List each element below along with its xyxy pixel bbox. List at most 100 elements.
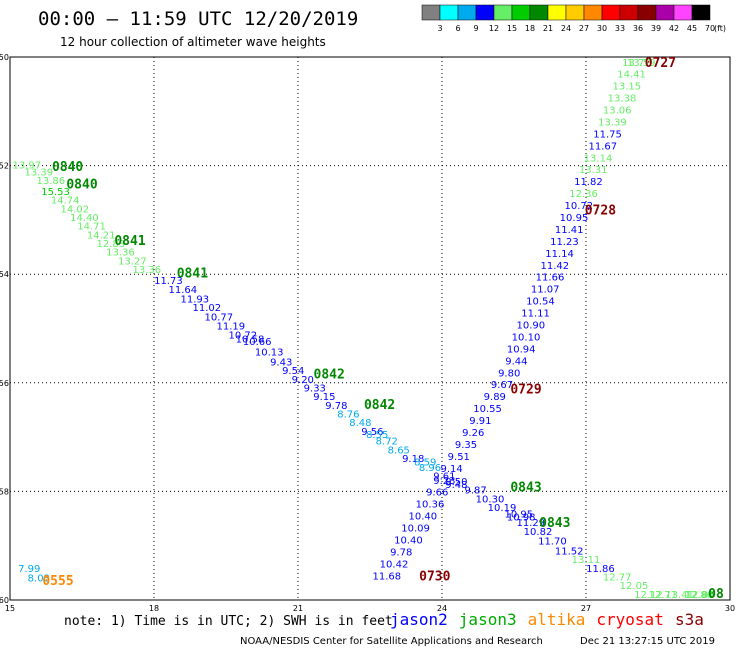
chart-subtitle: 12 hour collection of altimeter wave hei… [60, 35, 326, 49]
y-tick-label: -50 [0, 53, 9, 62]
wave-height-point: 11.93 [180, 294, 209, 305]
colorbar-swatch [601, 4, 621, 21]
wave-height-point: 9.56 [361, 427, 383, 438]
wave-height-point: 11.07 [531, 285, 560, 296]
wave-height-point: 11.82 [574, 177, 603, 188]
wave-height-point: 9.35 [455, 440, 477, 451]
wave-height-point: 10.82 [524, 527, 553, 538]
pass-time-labels: 0840 0840 0841 0841 0842 0842 0843 0843 08 0727 07… [42, 56, 724, 602]
colorbar-swatch [439, 4, 459, 21]
wave-height-point: 9.91 [469, 416, 491, 427]
pass-time-label: 0843 [539, 516, 570, 531]
wave-height-point: 7.99 [18, 564, 40, 575]
wave-height-point: 13.77 [622, 58, 651, 69]
y-tick-label: -58 [0, 487, 9, 496]
wave-height-point: 10.40 [408, 512, 437, 523]
wave-height-point: 9.89 [484, 392, 506, 403]
x-tick-label: 30 [725, 604, 735, 613]
wave-height-point: 8.65 [388, 445, 410, 456]
wave-height-point: 11.23 [550, 237, 579, 248]
colorbar-label: 33 [615, 24, 625, 33]
wave-height-point: 9.48 [445, 480, 467, 491]
wave-height-point: 14.74 [51, 196, 80, 207]
wave-height-point: 9.20 [292, 375, 314, 386]
colorbar-label: 21 [543, 24, 553, 33]
wave-height-point: 11.68 [372, 571, 401, 582]
colorbar-swatch [475, 4, 495, 21]
wave-height-point: 13.27 [118, 256, 147, 267]
wave-height-point: 11.75 [593, 129, 622, 140]
wave-height-point: 10.95 [560, 213, 589, 224]
wave-height-point: 10.94 [507, 344, 536, 355]
wave-height-point: 9.87 [464, 486, 486, 497]
colorbar-label: 18 [525, 24, 535, 33]
x-tick-label: 27 [581, 604, 591, 613]
wave-height-point: 10.42 [380, 559, 409, 570]
pass-time-label: 0841 [114, 234, 145, 249]
wave-height-point: 10.77 [204, 312, 233, 323]
wave-height-point: 10.10 [512, 332, 541, 343]
footer-note: note: 1) Time is in UTC; 2) SWH is in fe… [64, 614, 393, 629]
colorbar-swatch [457, 4, 477, 21]
wave-height-point: 11.67 [588, 141, 617, 152]
pass-time-label: 08 [708, 587, 724, 602]
wave-height-point: 9.51 [448, 452, 470, 463]
wave-height-point: 10.66 [243, 337, 272, 348]
colorbar-label: 39 [651, 24, 661, 33]
wave-height-point: 10.90 [516, 321, 545, 332]
wave-height-point: 11.29 [516, 518, 545, 529]
colorbar-swatch [547, 4, 567, 21]
timestamp-text: Dec 21 13:27:15 UTC 2019 [580, 636, 715, 647]
colorbar-legend: 3 6 9 12 15 18 21 24 27 30 33 36 39 42 45 70(ft) [421, 4, 726, 33]
pass-time-label: 0840 [66, 177, 97, 192]
wave-height-point: 13.06 [603, 105, 632, 116]
colorbar-label: 45 [687, 24, 697, 33]
wave-height-point: 11.73 [154, 276, 183, 287]
satellite-legend: jason2 jason3 altika cryosat s3a [390, 610, 704, 629]
wave-height-point: 13.36 [106, 248, 135, 259]
wave-height-point: 11.11 [521, 309, 550, 320]
wave-height-point: 8.76 [337, 410, 359, 421]
colorbar-label: 6 [455, 24, 460, 33]
wave-height-point: 9.18 [402, 454, 424, 465]
wave-height-point: 8.48 [349, 418, 371, 429]
wave-height-point: 10.72 [564, 201, 593, 212]
wave-height-point: 11.52 [555, 546, 584, 557]
wave-height-point: 10.13 [255, 348, 284, 359]
pass-time-label: 0840 [52, 160, 83, 175]
wave-height-point: 11.41 [555, 225, 584, 236]
wave-height-point: 14.71 [77, 222, 106, 233]
satellite-legend-entry: s3a [675, 610, 704, 629]
colorbar-label: 42 [669, 24, 679, 33]
colorbar-swatch [673, 4, 693, 21]
wave-height-point: 9.50 [445, 477, 467, 488]
wave-height-point: 13.38 [608, 94, 637, 105]
wave-height-point: 11.70 [538, 537, 567, 548]
colorbar-swatch [565, 4, 585, 21]
colorbar-swatch [511, 4, 531, 21]
wave-height-labels: 13.9713.3913.8615.5314.7414.0214.4014.71… [12, 58, 714, 601]
wave-height-point: 10.36 [416, 500, 445, 511]
wave-height-point: 9.14 [440, 464, 462, 475]
x-tick-label: 18 [149, 604, 159, 613]
y-tick-label: -60 [0, 596, 9, 605]
wave-height-point: 11.02 [192, 303, 221, 314]
colorbar-label: 3 [437, 24, 442, 33]
wave-height-point: 8.55 [366, 430, 388, 441]
pass-time-label: 0729 [510, 383, 541, 398]
wave-height-point: 10.09 [401, 524, 430, 535]
pass-time-label: 0728 [585, 203, 616, 218]
wave-height-point: 9.15 [313, 392, 335, 403]
wave-height-point: 11.14 [545, 249, 574, 260]
wave-height-point: 10.19 [488, 503, 517, 514]
colorbar-swatch [421, 4, 441, 21]
grid-lines [10, 57, 730, 600]
chart-title: 00:00 – 11:59 UTC 12/20/2019 [38, 8, 358, 30]
pass-time-label: 0730 [419, 569, 450, 584]
y-tick-label: -56 [0, 379, 9, 388]
x-tick-label: 24 [437, 604, 447, 613]
colorbar-swatch [637, 4, 657, 21]
wave-height-point: 9.78 [325, 401, 347, 412]
wave-height-point: 11.19 [216, 322, 245, 333]
